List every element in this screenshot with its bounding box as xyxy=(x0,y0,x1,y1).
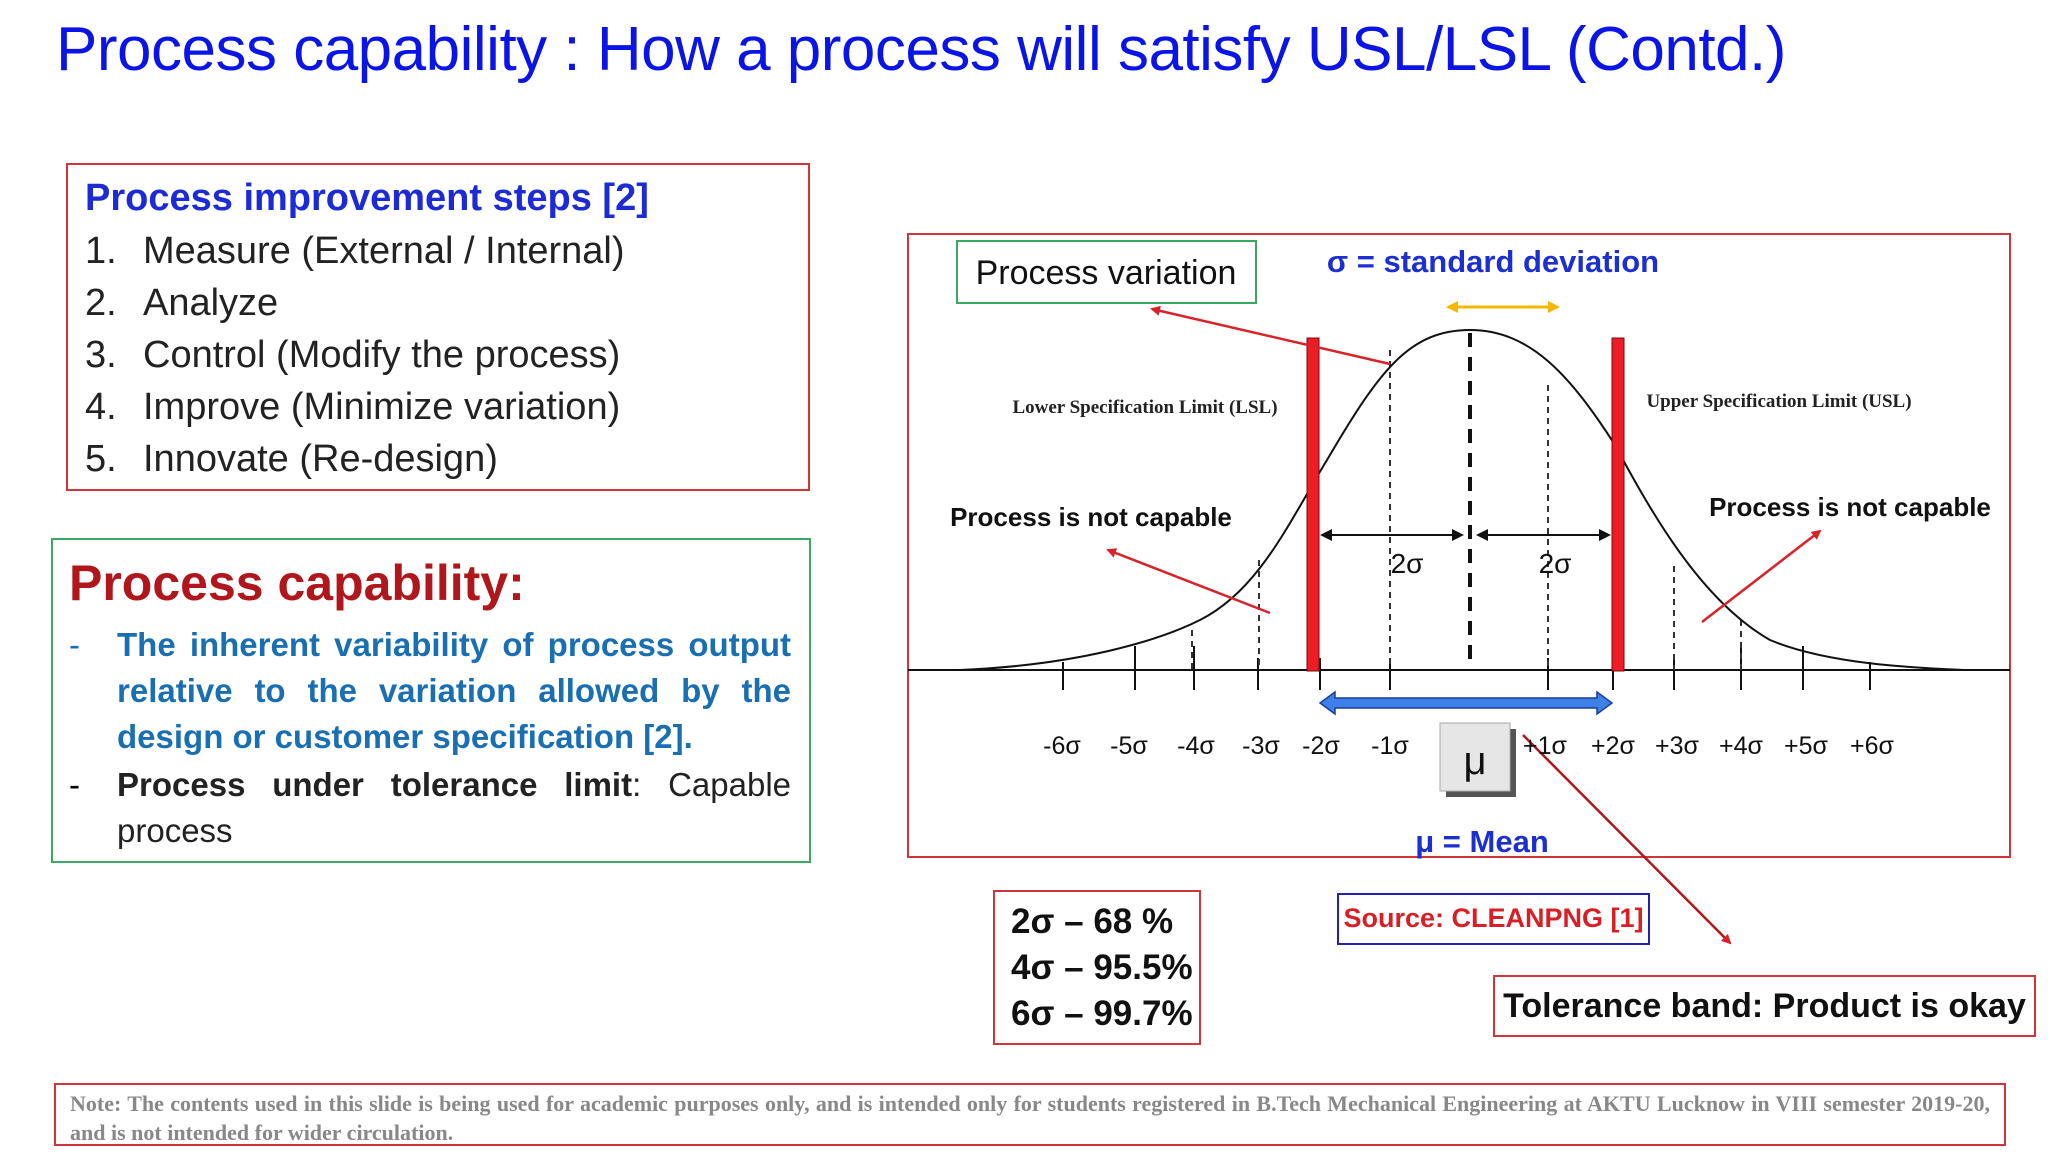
step-number: 3. xyxy=(85,334,117,376)
not-capable-right-arrow-icon xyxy=(1701,529,1822,623)
step-item: 1. Measure (External / Internal) xyxy=(85,225,625,277)
not-capable-left-arrow-icon xyxy=(1106,548,1271,615)
axis-label: -2σ xyxy=(1302,732,1340,760)
mean-definition: μ = Mean xyxy=(1415,824,1549,859)
tolerance-band-icon xyxy=(1318,690,1614,716)
tolerance-band-label: Tolerance band: Product is okay xyxy=(1503,987,2026,1025)
step-item: 4. Improve (Minimize variation) xyxy=(85,381,625,433)
bullet-dash: - xyxy=(69,626,80,663)
source-box: Source: CLEANPNG [1] xyxy=(1337,893,1650,945)
process-variation-box xyxy=(956,240,1257,304)
axis-label: +4σ xyxy=(1719,732,1764,760)
step-label: Innovate (Re-design) xyxy=(143,438,498,480)
sigma-percentage: 6σ – 99.7% xyxy=(1011,994,1193,1033)
step-number: 5. xyxy=(85,438,117,480)
axis-label: -3σ xyxy=(1242,732,1280,760)
axis-label: +6σ xyxy=(1850,732,1895,760)
capable-process-text: : Capable process xyxy=(117,766,791,849)
step-number: 1. xyxy=(85,230,117,272)
axis-ticks xyxy=(1062,646,1871,690)
capability-definition-text: The inherent variability of process outp… xyxy=(117,626,791,755)
step-label: Control (Modify the process) xyxy=(143,334,621,376)
not-capable-right-label: Process is not capable xyxy=(1709,492,1991,522)
step-number: 4. xyxy=(85,386,117,428)
step-item: 2. Analyze xyxy=(85,277,625,329)
sigma-definition: σ = standard deviation xyxy=(1327,244,1659,279)
step-label: Improve (Minimize variation) xyxy=(143,386,621,428)
mean-symbol: μ xyxy=(1463,739,1486,783)
tolerance-band-arrow-icon xyxy=(1522,734,1732,945)
not-capable-left-label: Process is not capable xyxy=(950,502,1232,532)
axis-label: -1σ xyxy=(1371,732,1409,760)
process-capability-heading: Process capability: xyxy=(69,555,525,611)
axis-label: +5σ xyxy=(1784,732,1829,760)
disclaimer-note: Note: The contents used in this slide is… xyxy=(70,1091,1990,1145)
axis-label: -6σ xyxy=(1043,732,1081,760)
mean-symbol-box: μ xyxy=(1439,722,1516,797)
tolerance-limit-term: Process under tolerance limit xyxy=(117,766,633,803)
axis-label: +2σ xyxy=(1591,732,1636,760)
sigma-percentage: 2σ – 68 % xyxy=(1011,902,1174,941)
source-label: Source: CLEANPNG [1] xyxy=(1343,903,1644,933)
axis-label: -4σ xyxy=(1177,732,1215,760)
disclaimer-note-box: Note: The contents used in this slide is… xyxy=(54,1083,2006,1146)
usl-label: Upper Specification Limit (USL) xyxy=(1646,391,1911,412)
process-capability-box: Process capability: - The inherent varia… xyxy=(51,538,811,863)
axis-label: -5σ xyxy=(1110,732,1148,760)
sigma-percentages-box: 2σ – 68 % 4σ – 95.5% 6σ – 99.7% xyxy=(993,890,1201,1045)
slide-title: Process capability : How a process will … xyxy=(56,15,1786,84)
axis-label: +3σ xyxy=(1655,732,1700,760)
improvement-steps-list: 1. Measure (External / Internal) 2. Analyz… xyxy=(85,225,625,485)
two-sigma-right-label: 2σ xyxy=(1539,548,1572,579)
step-label: Analyze xyxy=(143,282,279,324)
axis-labels: -6σ -5σ -4σ -3σ -2σ -1σ +1σ +2σ +3σ +4σ … xyxy=(1043,732,1894,760)
improvement-steps-heading: Process improvement steps [2] xyxy=(85,177,649,219)
two-sigma-left-label: 2σ xyxy=(1391,548,1424,579)
step-number: 2. xyxy=(85,282,117,324)
axis-label: +1σ xyxy=(1523,732,1568,760)
bell-curve xyxy=(959,328,1966,671)
sigma-percentage: 4σ – 95.5% xyxy=(1011,948,1193,987)
usl-bar xyxy=(1611,337,1625,672)
capability-definition: - The inherent variability of process ou… xyxy=(69,622,791,760)
lsl-bar xyxy=(1306,337,1320,672)
capability-tolerance-item: - Process under tolerance limit: Capable… xyxy=(69,762,791,854)
step-item: 5. Innovate (Re-design) xyxy=(85,433,625,485)
step-item: 3. Control (Modify the process) xyxy=(85,329,625,381)
sigma-dashed-lines xyxy=(1191,350,1742,670)
tolerance-band-box: Tolerance band: Product is okay xyxy=(1493,975,2036,1037)
step-label: Measure (External / Internal) xyxy=(143,230,625,272)
process-variation-arrow-icon xyxy=(1150,305,1391,366)
process-variation-label: Process variation xyxy=(976,254,1237,292)
capability-tolerance-text: Process under tolerance limit: Capable p… xyxy=(117,762,791,854)
lsl-label: Lower Specification Limit (LSL) xyxy=(1012,397,1277,418)
bullet-dash: - xyxy=(69,766,80,803)
improvement-steps-box: Process improvement steps [2] 1. Measure … xyxy=(66,163,810,491)
